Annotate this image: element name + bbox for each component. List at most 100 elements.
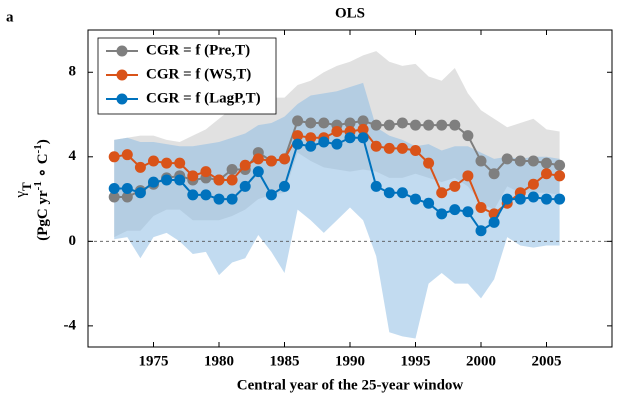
y-tick-label: 0: [69, 233, 77, 249]
data-point: [410, 119, 421, 131]
data-point: [265, 155, 277, 167]
panel-label: a: [6, 9, 14, 25]
data-point: [318, 136, 330, 148]
uncertainty-band: [114, 82, 560, 339]
data-point: [423, 197, 435, 209]
data-point: [462, 206, 474, 218]
data-point: [239, 180, 251, 192]
data-point: [226, 163, 238, 175]
x-tick-label: 1990: [335, 353, 365, 369]
data-point: [357, 123, 369, 135]
legend-label: CGR = f (WS,T): [146, 66, 251, 82]
data-point: [213, 174, 225, 186]
data-point: [527, 178, 539, 190]
data-point: [200, 166, 212, 178]
data-point: [292, 115, 304, 127]
data-point: [410, 193, 421, 205]
data-point: [148, 155, 159, 167]
data-point: [370, 140, 382, 152]
data-point: [501, 193, 513, 205]
data-point: [187, 189, 199, 201]
y-label-unit-part: ): [35, 139, 51, 144]
legend-marker: [116, 69, 128, 81]
y-axis-label: γT(PgC yr-1 ∘ C-1): [13, 139, 51, 240]
data-point: [462, 170, 474, 182]
data-point: [370, 180, 382, 192]
data-point: [252, 153, 264, 165]
data-point: [449, 180, 461, 192]
data-point: [449, 204, 461, 216]
data-point: [252, 166, 264, 178]
data-point: [161, 157, 173, 169]
x-tick-label: 2005: [532, 353, 562, 369]
data-point: [383, 142, 395, 154]
data-point: [554, 193, 566, 205]
x-tick-label: 1975: [139, 353, 169, 369]
y-label-symbol: γT: [13, 182, 34, 199]
y-label-symbol-text: γ: [13, 191, 29, 199]
data-point: [423, 119, 435, 131]
data-point: [318, 117, 330, 129]
data-point: [357, 132, 369, 144]
data-point: [436, 187, 448, 199]
data-point: [488, 168, 500, 180]
data-point: [226, 193, 238, 205]
data-point: [475, 225, 487, 237]
data-point: [292, 138, 304, 150]
data-point: [108, 191, 120, 203]
data-point: [501, 153, 513, 165]
y-tick-label: 8: [69, 64, 77, 80]
y-label-unit-part: (PgC yr: [35, 190, 51, 241]
data-point: [462, 130, 474, 142]
x-tick-label: 1985: [270, 353, 300, 369]
data-point: [239, 159, 251, 171]
x-tick-label: 2000: [466, 353, 496, 369]
data-point: [174, 174, 186, 186]
x-axis-label: Central year of the 25-year window: [237, 377, 464, 393]
data-point: [410, 144, 421, 156]
data-point: [370, 119, 382, 131]
y-label-unit: (PgC yr-1 ∘ C-1): [32, 139, 52, 240]
data-point: [527, 155, 539, 167]
data-point: [305, 117, 317, 129]
data-point: [449, 119, 461, 131]
data-point: [121, 149, 133, 161]
data-point: [514, 193, 526, 205]
data-point: [279, 153, 290, 165]
data-point: [357, 115, 369, 127]
data-point: [213, 193, 225, 205]
chart-title: OLS: [335, 5, 365, 21]
data-point: [292, 130, 304, 142]
data-point: [331, 138, 343, 150]
legend-marker: [116, 45, 128, 57]
data-point: [331, 125, 343, 137]
x-tick-label: 1995: [401, 353, 431, 369]
data-point: [344, 132, 356, 144]
data-point: [134, 161, 146, 173]
data-point: [108, 151, 120, 163]
data-point: [475, 202, 487, 214]
data-point: [554, 159, 566, 171]
data-point: [541, 157, 552, 169]
legend-label: CGR = f (Pre,T): [146, 42, 250, 58]
data-point: [436, 208, 448, 220]
data-point: [541, 168, 552, 180]
data-point: [396, 142, 408, 154]
y-tick-label: -4: [64, 317, 77, 333]
data-point: [187, 170, 199, 182]
data-point: [475, 155, 487, 167]
data-point: [541, 193, 552, 205]
data-point: [148, 176, 159, 188]
data-point: [134, 187, 146, 199]
y-label-subscript: T: [19, 182, 34, 191]
data-point: [423, 157, 435, 169]
data-point: [279, 180, 290, 192]
data-point: [527, 191, 539, 203]
data-point: [108, 183, 120, 194]
data-point: [161, 174, 173, 186]
data-point: [305, 132, 317, 144]
data-point: [265, 189, 277, 201]
legend-label: CGR = f (LagP,T): [146, 90, 261, 106]
data-point: [344, 117, 356, 129]
